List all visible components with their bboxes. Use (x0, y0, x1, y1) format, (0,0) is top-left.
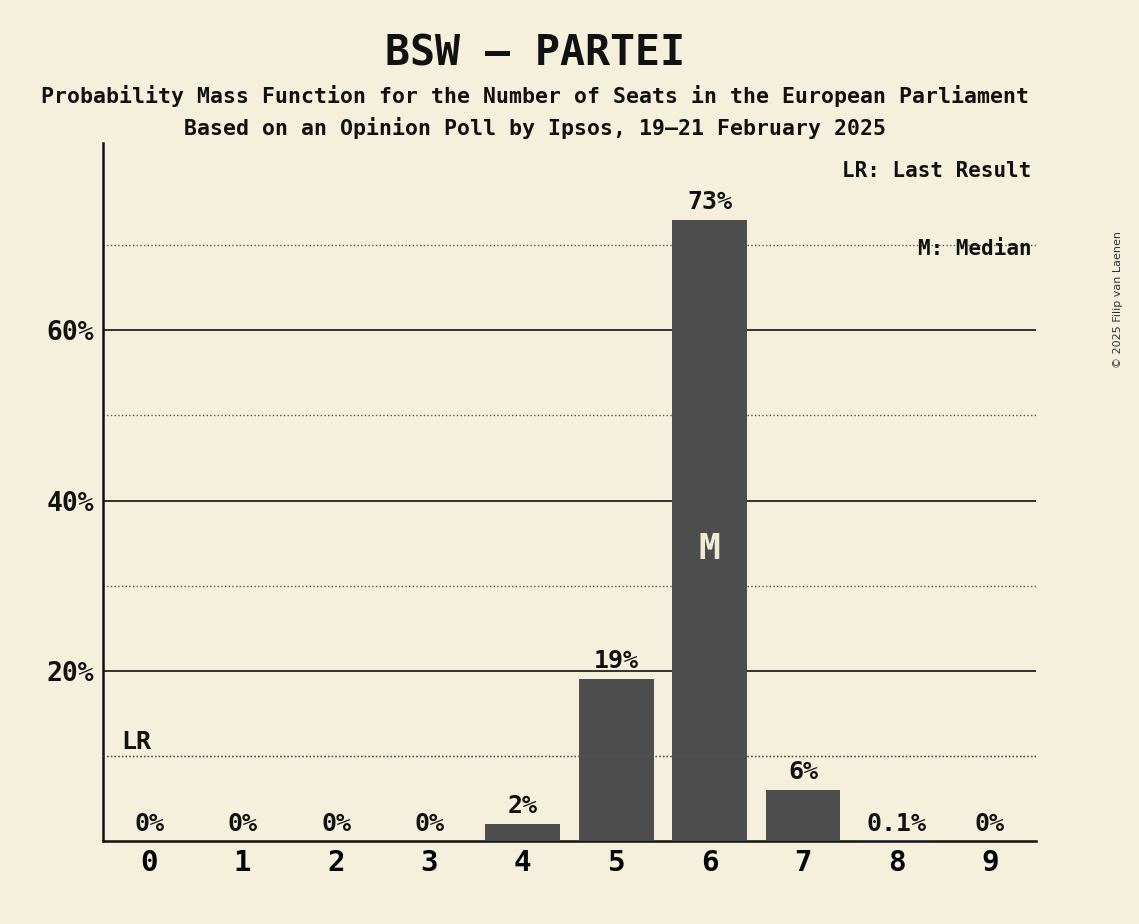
Text: 0%: 0% (228, 812, 257, 835)
Bar (579, 679, 654, 841)
Text: 73%: 73% (687, 189, 732, 213)
Text: 0%: 0% (415, 812, 444, 835)
Text: LR: Last Result: LR: Last Result (843, 161, 1032, 181)
Bar (672, 220, 747, 841)
Bar (485, 824, 560, 841)
Text: © 2025 Filip van Laenen: © 2025 Filip van Laenen (1114, 231, 1123, 368)
Text: 0%: 0% (321, 812, 351, 835)
Text: Based on an Opinion Poll by Ipsos, 19–21 February 2025: Based on an Opinion Poll by Ipsos, 19–21… (185, 117, 886, 140)
Text: BSW – PARTEI: BSW – PARTEI (385, 32, 686, 74)
Text: 19%: 19% (593, 650, 639, 674)
Text: Probability Mass Function for the Number of Seats in the European Parliament: Probability Mass Function for the Number… (41, 85, 1030, 107)
Text: M: M (698, 532, 721, 565)
Text: 0.1%: 0.1% (867, 812, 926, 835)
Text: 0%: 0% (134, 812, 164, 835)
Text: LR: LR (121, 730, 151, 754)
Bar (765, 790, 841, 841)
Text: 0%: 0% (975, 812, 1005, 835)
Text: 6%: 6% (788, 760, 818, 784)
Text: 2%: 2% (508, 794, 538, 818)
Text: M: Median: M: Median (918, 239, 1032, 260)
